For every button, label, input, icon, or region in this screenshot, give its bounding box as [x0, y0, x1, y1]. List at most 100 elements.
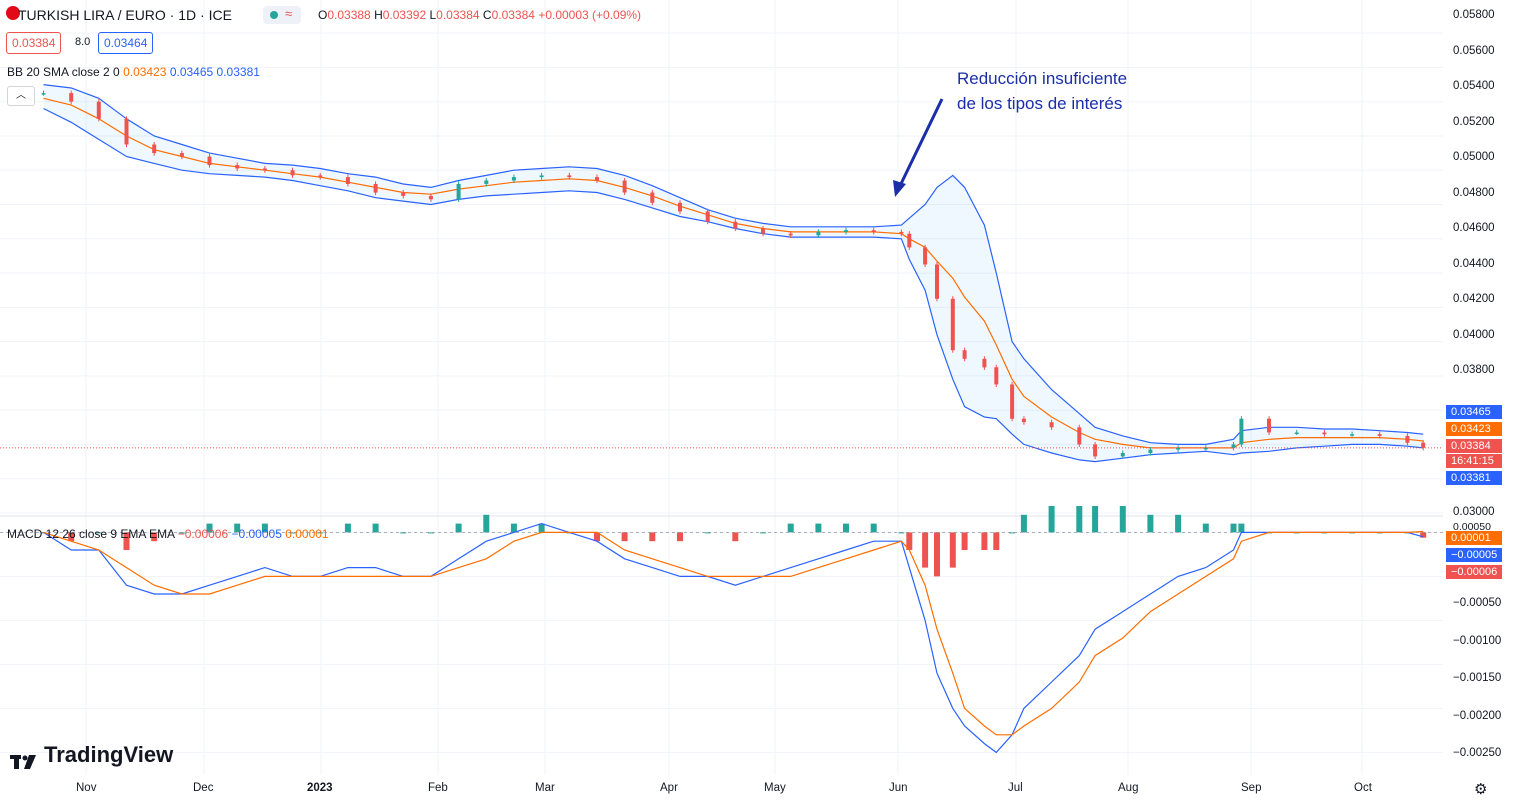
- price-tick: 0.04000: [1453, 329, 1495, 341]
- histogram-bar: [538, 523, 545, 533]
- tradingview-logo-icon: [10, 749, 38, 770]
- market-status[interactable]: ≈: [263, 6, 301, 24]
- histogram-bar: [981, 532, 988, 550]
- annotation-line-1[interactable]: Reducción insuficiente: [957, 69, 1128, 88]
- last-price-tag: 0.03384: [1446, 439, 1502, 453]
- bb-basis-tag: 0.03423: [1446, 422, 1502, 436]
- macd-histogram: [40, 506, 1427, 577]
- candle-body: [907, 233, 912, 248]
- candle-body: [1294, 432, 1299, 434]
- histogram-bar: [594, 532, 600, 542]
- candle-body: [1176, 447, 1181, 450]
- histogram-bar: [289, 532, 296, 534]
- tradingview-logo-text: TradingView: [44, 742, 174, 767]
- candle-body: [1093, 444, 1098, 457]
- candle-body: [96, 101, 101, 119]
- candle-body: [345, 177, 350, 184]
- time-tick: Apr: [660, 782, 678, 794]
- price-tick: 0.05800: [1453, 9, 1495, 21]
- histogram-bar: [68, 532, 75, 542]
- market-open-icon: [270, 11, 278, 19]
- annotation-line-2[interactable]: de los tipos de interés: [957, 94, 1123, 113]
- histogram-bar: [1175, 514, 1182, 533]
- macd-tag: −0.00005: [1446, 548, 1502, 562]
- histogram-bar: [677, 532, 683, 542]
- candle-body: [290, 170, 295, 176]
- candle-body: [1010, 384, 1015, 419]
- candle-body: [678, 202, 682, 212]
- candle-body: [595, 177, 599, 181]
- candle-body: [373, 184, 378, 193]
- macd-legend[interactable]: MACD 12 26 close 9 EMA EMA −0.00006 −0.0…: [7, 527, 329, 541]
- candle-body: [428, 195, 433, 200]
- candle-body: [816, 231, 821, 236]
- candle-body: [899, 231, 904, 234]
- time-tick: Aug: [1118, 782, 1139, 794]
- macd-legend-signal: 0.00001: [285, 527, 329, 541]
- spread-value: 8.0: [75, 36, 91, 48]
- indicator-lines: [0, 84, 1443, 754]
- price-tick: 0.03000: [1453, 506, 1495, 518]
- histogram-bar: [1119, 506, 1126, 533]
- histogram-bar: [732, 532, 739, 542]
- symbol-title[interactable]: TURKISH LIRA / EURO · 1D · ICE: [18, 7, 232, 23]
- histogram-bar: [787, 523, 794, 533]
- histogram-bar: [455, 523, 462, 533]
- macd-tick: 0.00050: [1453, 521, 1491, 533]
- candle-body: [1231, 444, 1236, 448]
- histogram-bar: [1230, 523, 1237, 533]
- time-tick: Mar: [535, 782, 555, 794]
- time-tick: Dec: [193, 782, 214, 794]
- time-tick: Jun: [889, 782, 908, 794]
- candle-body: [235, 165, 240, 169]
- macd-tick: −0.00250: [1453, 747, 1502, 759]
- histogram-bar: [922, 532, 929, 568]
- macd-line: [43, 522, 1424, 754]
- candle-body: [1148, 449, 1153, 453]
- histogram-bar: [1420, 532, 1427, 538]
- macd-legend-macd: −0.00005: [231, 527, 282, 541]
- candle-body: [484, 180, 489, 184]
- price-tick: 0.05400: [1453, 80, 1495, 92]
- price-tick: 0.05600: [1453, 45, 1495, 57]
- time-tick: Sep: [1241, 782, 1262, 794]
- currency-flag-icon: [6, 6, 20, 20]
- histogram-bar: [427, 532, 434, 534]
- time-tick: May: [764, 782, 786, 794]
- candle-body: [1049, 422, 1054, 428]
- candle-body: [1077, 427, 1082, 445]
- candle-body: [650, 192, 655, 203]
- time-tick: 2023: [307, 782, 333, 794]
- candle-body: [262, 168, 267, 171]
- histogram-bar: [815, 523, 822, 533]
- candle-body: [1421, 442, 1426, 448]
- histogram-bar: [151, 532, 158, 542]
- bb-legend-upper: 0.03465: [169, 65, 214, 79]
- candle-body: [1350, 434, 1355, 436]
- histogram-bar: [1020, 514, 1027, 533]
- histogram-bar: [400, 532, 407, 534]
- ask-button[interactable]: 0.03464: [98, 32, 154, 54]
- grid: [0, 0, 1443, 775]
- candle-body: [41, 93, 46, 95]
- annotation-arrow: [893, 98, 944, 197]
- histogram-bar: [1147, 514, 1154, 533]
- price-tick: 0.04600: [1453, 222, 1495, 234]
- histogram-bar: [317, 532, 324, 534]
- settings-gear-icon[interactable]: ⚙: [1474, 781, 1488, 798]
- bb-legend[interactable]: BB 20 SMA close 2 0 0.03423 0.03465 0.03…: [7, 65, 260, 79]
- macd-tick: −0.00050: [1453, 597, 1502, 609]
- histogram-bar: [1048, 506, 1055, 533]
- histogram-bar: [760, 532, 766, 534]
- histogram-bar: [206, 523, 213, 533]
- candle-body: [456, 184, 461, 200]
- candle-body: [207, 156, 212, 166]
- histogram-bar: [261, 523, 268, 533]
- tradingview-logo[interactable]: TradingView: [10, 742, 174, 770]
- bid-button[interactable]: 0.03384: [6, 32, 62, 54]
- histogram-bar: [704, 532, 711, 534]
- histogram-bar: [372, 523, 379, 533]
- candle-body: [179, 153, 184, 157]
- collapse-legend-button[interactable]: ︿: [7, 86, 35, 106]
